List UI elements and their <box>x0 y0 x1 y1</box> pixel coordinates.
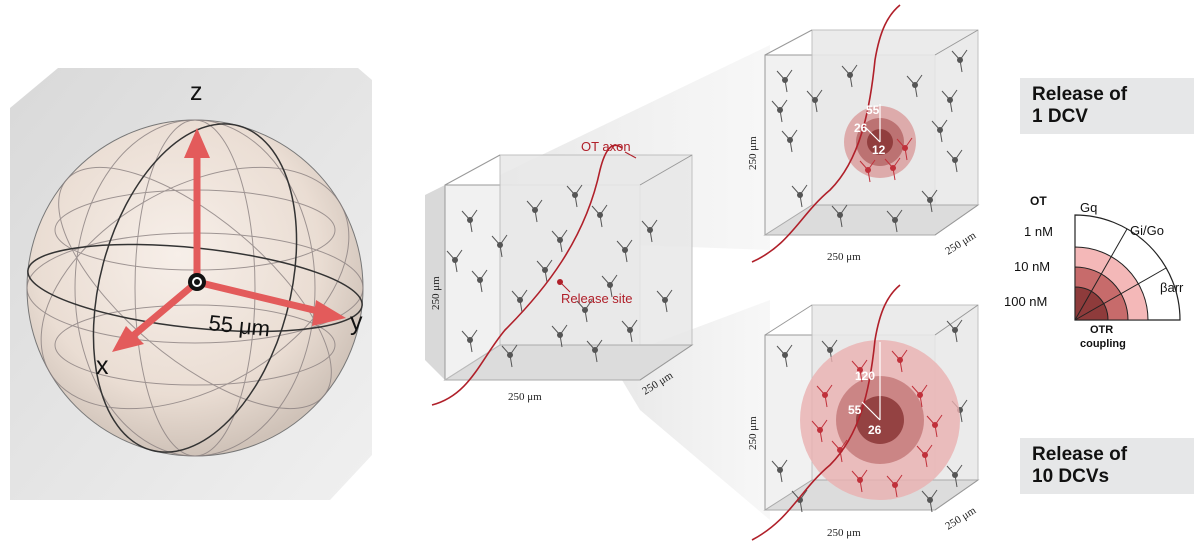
legend-gi-go: Gi/Go <box>1130 223 1164 238</box>
legend-header: OT <box>1030 194 1047 208</box>
top-r-inner: 12 <box>872 143 886 157</box>
bottom-dim-bottom: 250 μm <box>827 527 861 539</box>
legend-gq: Gq <box>1080 200 1097 215</box>
top-dim-bottom: 250 μm <box>827 251 861 263</box>
top-dim-side: 250 μm <box>747 136 759 170</box>
center-dim-side: 250 μm <box>430 276 442 310</box>
legend-barr: βarr <box>1160 280 1184 295</box>
bottom-release-line2: 10 DCVs <box>1032 466 1110 487</box>
release-site-label: Release site <box>561 291 633 306</box>
top-release-title: Release of 1 DCV <box>1020 78 1194 134</box>
legend-conc-3: 100 nM <box>1004 294 1047 309</box>
bottom-release-line1: Release of <box>1032 444 1128 465</box>
bottom-r-outer: 120 <box>855 369 875 383</box>
bottom-dim-right: 250 μm <box>943 504 978 532</box>
coupling-legend: OT 1 nM 10 nM 100 nM Gq Gi/Go βarr OTR c… <box>1004 194 1184 350</box>
top-r-outer: 55 <box>866 103 880 117</box>
center-dim-bottom: 250 μm <box>508 391 542 403</box>
center-cube: OT axon Release site 250 μm 250 μm 250 μ… <box>430 139 694 406</box>
bottom-r-mid: 55 <box>848 403 862 417</box>
axon-label: OT axon <box>581 139 631 154</box>
legend-conc-1: 1 nM <box>1024 224 1053 239</box>
bottom-r-inner: 26 <box>868 423 882 437</box>
legend-conc-2: 10 nM <box>1014 259 1050 274</box>
top-dim-right: 250 μm <box>943 229 978 257</box>
x-axis-label: x <box>96 352 109 380</box>
bottom-cube: 120 55 26 250 μm 250 μm 250 μm <box>747 284 980 541</box>
legend-footer-2: coupling <box>1080 338 1126 350</box>
y-axis-label: y <box>350 308 363 336</box>
legend-footer-1: OTR <box>1090 324 1113 336</box>
top-r-mid: 26 <box>854 121 868 135</box>
z-axis-label: z <box>190 78 203 106</box>
top-release-line1: Release of <box>1032 84 1128 105</box>
sphere-panel: z y x 55 μm <box>10 68 372 500</box>
top-cube: 55 26 12 250 μm 250 μm 250 μm <box>747 4 980 263</box>
axis-arrows <box>124 146 326 344</box>
top-release-line2: 1 DCV <box>1032 106 1088 127</box>
bottom-dim-side: 250 μm <box>747 416 759 450</box>
bottom-release-title: Release of 10 DCVs <box>1020 438 1194 494</box>
